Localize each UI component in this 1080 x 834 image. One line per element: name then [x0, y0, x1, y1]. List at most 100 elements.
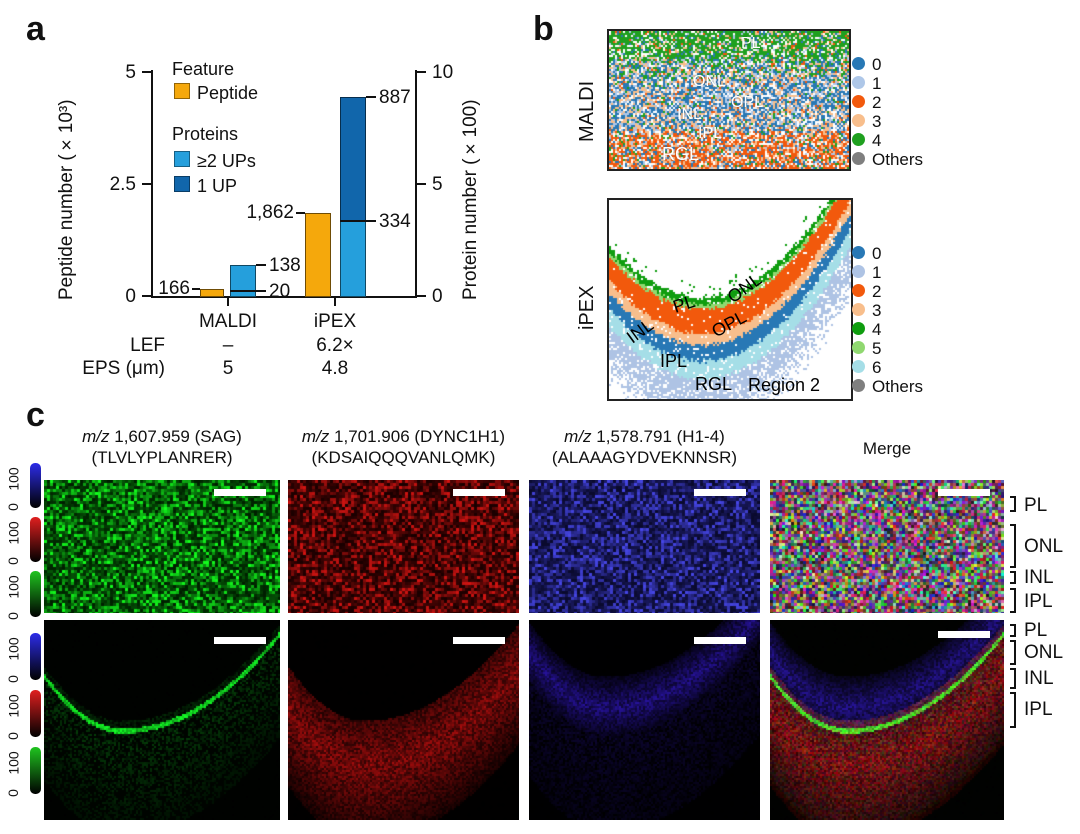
- legend-dot-0: [852, 57, 865, 70]
- mz-value: 1,578.791 (H1-4): [592, 427, 725, 446]
- tick-label: 10: [432, 63, 453, 82]
- layer-bracket-inl: [1010, 668, 1016, 689]
- msi-image-ipex-merge: [770, 620, 1004, 820]
- legend-label-2: 2: [872, 94, 881, 111]
- mz-value: 1,701.906 (DYNC1H1): [329, 427, 505, 446]
- ups2-swatch: [174, 151, 190, 167]
- region-label-ipl: IPL: [660, 352, 687, 370]
- figure: a Peptide number (×10³) Protein number (…: [0, 0, 1080, 834]
- bar-ipex-peptide: [305, 213, 331, 297]
- msi-image-maldi-dync1h1: [288, 480, 519, 613]
- mz-italic: m/z: [564, 427, 591, 446]
- legend-label-3: 3: [872, 113, 881, 130]
- value-maldi-protein-split: 20: [269, 282, 290, 301]
- region-label-opl: OPL: [731, 95, 763, 111]
- msi-image-maldi-merge: [770, 480, 1004, 613]
- msi-image-ipex-sag: [44, 620, 280, 820]
- legend-label-6: 6: [872, 359, 881, 376]
- legend-dot-5: [852, 341, 865, 354]
- legend-dot-4: [852, 133, 865, 146]
- legend-label-others: Others: [872, 378, 923, 395]
- tick-right-5: [417, 183, 426, 185]
- x-label-maldi: MALDI: [178, 312, 278, 331]
- peptide-sequence: (TLVLYPLANRER): [44, 447, 280, 468]
- colorbar-min-label: 0: [6, 503, 20, 511]
- peptide-swatch: [174, 83, 190, 99]
- layer-label-onl: ONL: [1024, 537, 1063, 556]
- colorbar-min-label: 0: [6, 789, 20, 797]
- colorbar-red: [30, 517, 41, 562]
- legend-dot-1: [852, 265, 865, 278]
- mz-italic: m/z: [82, 427, 109, 446]
- legend-label-3: 3: [872, 302, 881, 319]
- xtick-maldi: [227, 298, 229, 306]
- column-title-dync1h1: m/z 1,701.906 (DYNC1H1) (KDSAIQQQVANLQMK…: [288, 426, 519, 469]
- connector-334: [340, 220, 376, 222]
- layer-label-ipl: IPL: [1024, 592, 1053, 611]
- colorbar-min-label: 0: [6, 612, 20, 620]
- bar-maldi-peptide: [200, 289, 224, 297]
- connector-1862: [296, 212, 305, 214]
- colorbar-max-label: 100: [7, 467, 21, 490]
- tick-right-0: [417, 295, 426, 297]
- scale-bar: [453, 489, 505, 496]
- y-axis-left: [151, 70, 153, 298]
- value-ipex-protein-total: 887: [379, 88, 411, 107]
- legend-dot-2: [852, 284, 865, 297]
- tick-label: 0: [432, 287, 443, 306]
- colorbar-max-label: 100: [7, 694, 21, 717]
- region-label-inl: INL: [677, 107, 702, 123]
- layer-label-onl: ONL: [1024, 643, 1063, 662]
- colorbar-green: [30, 571, 41, 617]
- row-label-maldi: MALDI: [576, 58, 599, 142]
- axis-label-protein-number: Protein number (×100): [460, 75, 482, 300]
- legend-dot-others: [852, 152, 865, 165]
- legend-label-4: 4: [872, 321, 881, 338]
- colorbar-green: [30, 747, 41, 794]
- bar-ipex-proteins-1up: [340, 97, 366, 221]
- layer-bracket-ipl: [1010, 692, 1016, 728]
- scale-bar: [938, 631, 990, 638]
- connector-166: [192, 288, 200, 290]
- row-label-lef: LEF: [65, 336, 165, 355]
- scale-bar: [694, 489, 746, 496]
- scale-bar: [214, 637, 266, 644]
- mz-value: 1,607.959 (SAG): [110, 427, 242, 446]
- peptide-sequence: (KDSAIQQQVANLQMK): [288, 447, 519, 468]
- legend-dot-3: [852, 303, 865, 316]
- column-title-sag: m/z 1,607.959 (SAG) (TLVLYPLANRER): [44, 426, 280, 469]
- legend-up1-label: 1 UP: [197, 177, 237, 195]
- bar-ipex-proteins-ups2: [340, 221, 366, 297]
- layer-bracket-inl: [1010, 571, 1016, 584]
- connector-887: [366, 96, 376, 98]
- value-ipex-peptide: 1,862: [224, 203, 294, 222]
- legend-dot-1: [852, 76, 865, 89]
- legend-label-2: 2: [872, 283, 881, 300]
- scale-bar: [214, 489, 266, 496]
- tick-left-2-5: [142, 183, 151, 185]
- legend-dot-0: [852, 246, 865, 259]
- region-label-rgl: RGL: [695, 375, 732, 393]
- legend-label-4: 4: [872, 132, 881, 149]
- legend-peptide-label: Peptide: [197, 84, 258, 102]
- msi-image-maldi-h1-4: [529, 480, 760, 613]
- legend-feature-title: Feature: [172, 60, 234, 78]
- value-maldi-peptide: 166: [120, 279, 190, 298]
- x-label-ipex: iPEX: [285, 312, 385, 331]
- colorbar-max-label: 100: [7, 637, 21, 660]
- layer-label-pl: PL: [1024, 496, 1047, 515]
- value-maldi-protein-total: 138: [269, 256, 301, 275]
- legend-label-others: Others: [872, 151, 923, 168]
- tick-label: 5: [92, 63, 136, 82]
- layer-bracket-onl: [1010, 640, 1016, 665]
- colorbar-red: [30, 690, 41, 737]
- layer-label-inl: INL: [1024, 568, 1054, 587]
- tick-label: 2.5: [92, 175, 136, 194]
- layer-label-pl: PL: [1024, 621, 1047, 640]
- msi-image-maldi-sag: [44, 480, 280, 613]
- colorbar-min-label: 0: [6, 732, 20, 740]
- scale-bar: [938, 489, 990, 496]
- region-label-onl: ONL: [693, 74, 726, 90]
- region-label-pl: PL: [741, 36, 761, 52]
- legend-label-0: 0: [872, 245, 881, 262]
